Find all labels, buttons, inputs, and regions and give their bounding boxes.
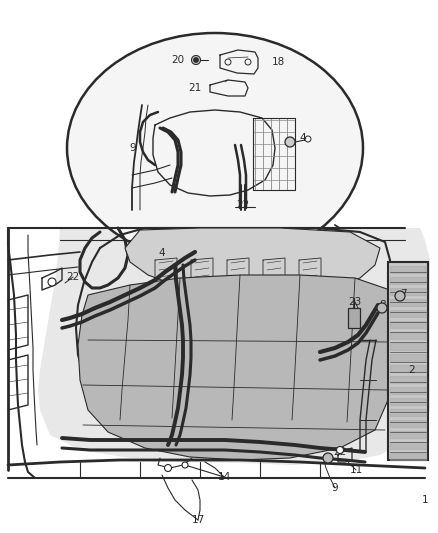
Circle shape bbox=[285, 137, 295, 147]
Circle shape bbox=[377, 303, 387, 313]
Text: 9: 9 bbox=[130, 143, 136, 153]
Text: 7: 7 bbox=[400, 289, 406, 299]
Ellipse shape bbox=[67, 33, 363, 263]
Text: 8: 8 bbox=[380, 300, 386, 310]
Text: 4: 4 bbox=[159, 248, 165, 258]
Text: 22: 22 bbox=[237, 200, 250, 210]
Circle shape bbox=[336, 447, 343, 454]
Text: 4: 4 bbox=[300, 133, 306, 143]
Circle shape bbox=[323, 453, 333, 463]
Bar bbox=[388, 262, 428, 460]
Text: 1: 1 bbox=[422, 495, 428, 505]
Bar bbox=[348, 308, 360, 328]
Text: 21: 21 bbox=[188, 83, 201, 93]
Circle shape bbox=[194, 58, 198, 62]
Text: 17: 17 bbox=[191, 515, 205, 525]
Text: 23: 23 bbox=[348, 297, 362, 307]
Text: 22: 22 bbox=[67, 272, 80, 282]
Text: 14: 14 bbox=[217, 472, 231, 482]
Circle shape bbox=[395, 291, 405, 301]
Text: 20: 20 bbox=[171, 55, 184, 65]
Text: 9: 9 bbox=[332, 483, 338, 493]
Circle shape bbox=[182, 462, 188, 468]
Polygon shape bbox=[78, 275, 392, 460]
Text: 11: 11 bbox=[350, 465, 363, 475]
Text: 2: 2 bbox=[409, 365, 415, 375]
Polygon shape bbox=[125, 228, 380, 292]
Circle shape bbox=[165, 464, 172, 472]
Circle shape bbox=[48, 278, 56, 286]
Polygon shape bbox=[38, 228, 430, 465]
Circle shape bbox=[191, 55, 201, 64]
Text: 18: 18 bbox=[272, 57, 285, 67]
Text: 22: 22 bbox=[333, 447, 346, 457]
